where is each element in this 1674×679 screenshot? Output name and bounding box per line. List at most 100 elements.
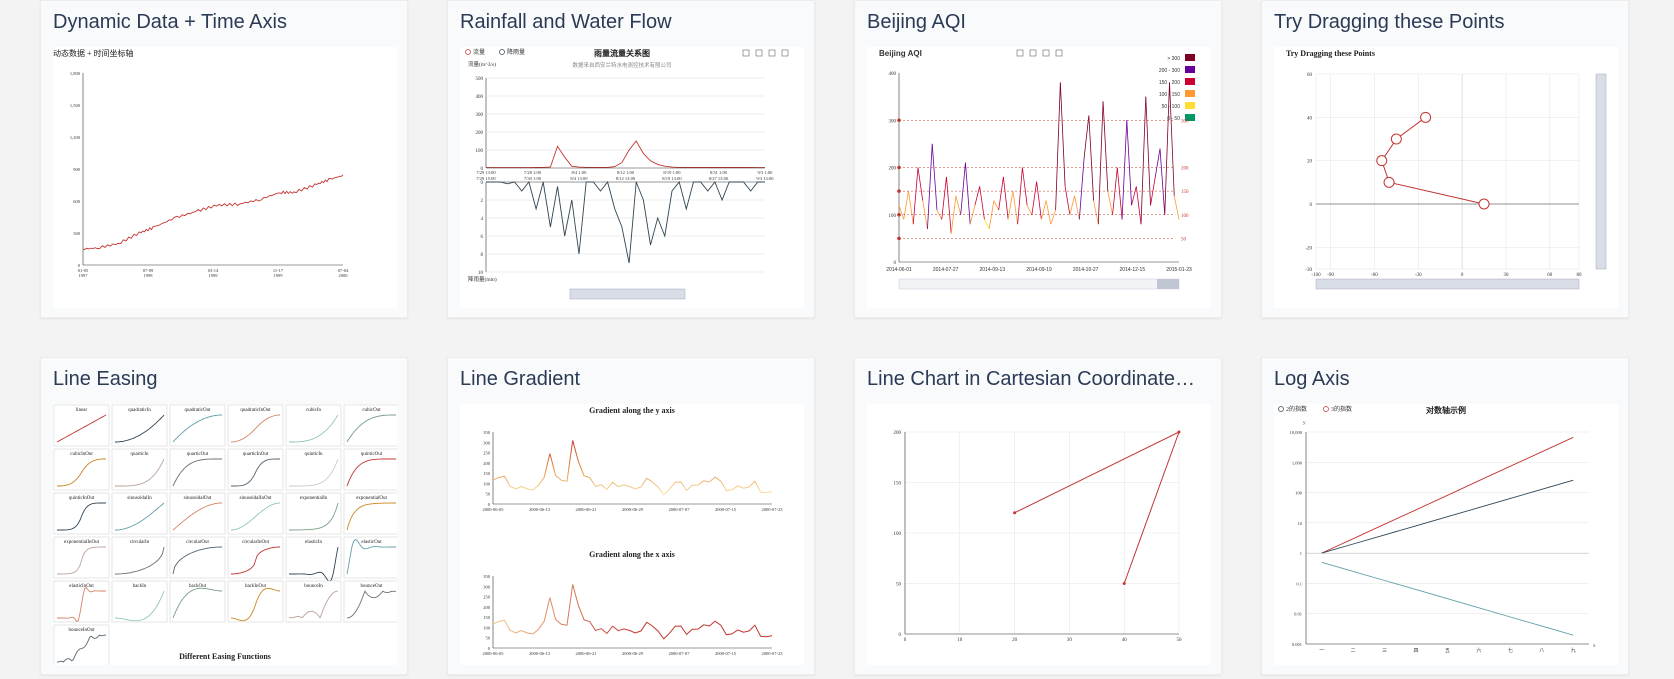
visualmap-swatch[interactable] (1185, 54, 1195, 61)
draggable-point[interactable] (1420, 111, 1432, 123)
easing-curve (115, 546, 165, 575)
x-tick-label: 2000-06-05 (483, 507, 505, 512)
easing-cell (343, 492, 397, 535)
card-title[interactable]: Try Dragging these Points (1274, 11, 1505, 33)
x-tick-label: 一 (1319, 649, 1324, 654)
easing-curve (115, 458, 165, 487)
x-tick-label: 2014-10-27 (1073, 267, 1099, 273)
y-tick-label: 150 (483, 615, 491, 620)
aqi-series-segment (946, 176, 952, 234)
draggable-point[interactable] (1383, 176, 1395, 188)
example-card-beijing-aqi[interactable]: Beijing AQI Beijing AQI > 300 200 - 300 150… (854, 0, 1222, 318)
easing-label: quarticIn (130, 452, 149, 457)
draggable-point[interactable] (1376, 155, 1388, 167)
toolbox-restore-icon[interactable] (768, 49, 776, 57)
easing-cell (285, 404, 342, 447)
datazoom-slider[interactable] (898, 278, 1180, 290)
toolbox-zoom-reset-icon[interactable] (1029, 49, 1037, 57)
x-tick-label: 2000 (339, 273, 349, 278)
example-card-dragging-points[interactable]: Try Dragging these Points Try Dragging t… (1261, 0, 1629, 318)
card-title[interactable]: Line Easing (53, 368, 158, 390)
datazoom-handle[interactable] (1157, 279, 1179, 289)
chart-thumbnail[interactable]: Gradient along the y axis 0 50 100 150 200 250… (460, 404, 804, 665)
chart-thumbnail[interactable]: linear quadraticIn quadraticOut quadraticIn… (53, 404, 397, 665)
x-tick-label: 03-14 (208, 268, 219, 273)
aqi-series-segment (1154, 148, 1161, 178)
toolbox-save-icon[interactable] (1055, 49, 1063, 57)
card-title[interactable]: Line Chart in Cartesian Coordinate Syste… (867, 368, 1197, 390)
series-line (82, 174, 344, 251)
example-card-line-gradient[interactable]: Line Gradient Gradient along the y axis 0… (447, 357, 815, 675)
chart-thumbnail[interactable]: 动态数据 + 时间坐标轴 0 300 600 900 1,200 1,500 1,800 01-… (53, 47, 397, 308)
x-tick-label: 0 (904, 638, 907, 643)
visualmap-swatch[interactable] (1185, 90, 1195, 97)
easing-label: quinticIn (304, 452, 323, 457)
aqi-series-segment (1107, 191, 1113, 215)
card-title[interactable]: Log Axis (1274, 368, 1350, 390)
toolbox-zoom-icon[interactable] (1016, 49, 1024, 57)
card-title[interactable]: Dynamic Data + Time Axis (53, 11, 287, 33)
draggable-point[interactable] (1390, 133, 1402, 145)
toolbox-zoom-icon[interactable] (742, 49, 750, 57)
x-tick-label: 8/19 13:00 (662, 176, 682, 181)
easing-label: circularInOut (242, 540, 270, 545)
card-title[interactable]: Beijing AQI (867, 11, 966, 33)
easing-label: sinusoidalIn (127, 496, 152, 501)
x-tick-label: 九 (1571, 647, 1576, 654)
x-tick-label: 60 (1547, 273, 1553, 278)
gradient-y-series-line (492, 440, 773, 496)
toolbox-restore-icon[interactable] (1042, 49, 1050, 57)
chart-title: Different Easing Functions (179, 652, 271, 661)
chart-thumbnail[interactable]: 流量 降雨量 雨量流量关系图 数据来自西安兰特水电测控技术有限公司 流量(m^3/s) 0… (460, 47, 804, 308)
visualmap-swatch[interactable] (1185, 78, 1195, 85)
aqi-series-segment (1059, 82, 1066, 187)
aqi-series-segment (1126, 120, 1132, 206)
series-line (1321, 479, 1574, 554)
easing-label: bounceIn (304, 584, 323, 589)
aqi-series-segment (1116, 167, 1123, 220)
x-tick-label: 80 (1577, 273, 1583, 278)
toolbox-zoom-reset-icon[interactable] (755, 49, 763, 57)
y-tick-label: 0.1 (1296, 581, 1302, 586)
easing-label: elasticInOut (69, 584, 94, 589)
example-card-log-axis[interactable]: Log Axis 2的指数 3的指数 对数轴示例 y x 0.001 0.01 0.1 1 10 1… (1261, 357, 1629, 675)
series-line (1014, 431, 1180, 584)
aqi-series-segment (1021, 167, 1028, 206)
toolbox-save-icon[interactable] (781, 49, 789, 57)
aqi-series-segment (1083, 115, 1090, 159)
draggable-point[interactable] (1478, 198, 1490, 210)
x-tick-label: 2000-06-21 (576, 507, 597, 512)
x-tick-label: 五 (1445, 648, 1450, 654)
aqi-series-segment (1135, 186, 1142, 225)
y-tick-label: 600 (73, 199, 81, 204)
legend-marker (1278, 406, 1284, 412)
example-card-cartesian[interactable]: Line Chart in Cartesian Coordinate Syste… (854, 357, 1222, 675)
datazoom-slider[interactable] (569, 288, 686, 300)
chart-subtitle: 数据来自西安兰特水电测控技术有限公司 (572, 61, 671, 69)
chart-thumbnail[interactable]: Try Dragging these Points -100 -90 -60 -30 0 3… (1274, 47, 1618, 308)
aqi-series-segment (1050, 209, 1056, 225)
easing-curve (115, 590, 165, 622)
chart-thumbnail[interactable]: 0 10 20 30 40 50 0 50 100 150 200 (867, 404, 1211, 665)
visualmap-swatch[interactable] (1185, 114, 1195, 121)
example-card-rainfall[interactable]: Rainfall and Water Flow 流量 降雨量 雨量流量关系图 数据来自… (447, 0, 815, 318)
card-title[interactable]: Rainfall and Water Flow (460, 11, 672, 33)
x-datazoom-slider[interactable] (1315, 278, 1580, 290)
easing-cell (227, 448, 284, 491)
visualmap-swatch[interactable] (1185, 102, 1195, 109)
x-tick-label: 2014-09-13 (980, 267, 1006, 273)
chart-thumbnail[interactable]: 2的指数 3的指数 对数轴示例 y x 0.001 0.01 0.1 1 10 100 1,000 10… (1274, 404, 1618, 665)
aqi-series-segment (1017, 167, 1023, 225)
aqi-series-segment (1140, 96, 1147, 225)
visualmap-swatch[interactable] (1185, 66, 1195, 73)
aqi-series-segment (927, 143, 933, 229)
example-card-line-easing[interactable]: Line Easing linear quadraticIn quadraticOu… (40, 357, 408, 675)
x-tick-label: 2000-07-15 (715, 507, 737, 512)
x-tick-label: 8/19 1:00 (663, 170, 681, 175)
x-tick-label: 2000-06-21 (576, 651, 597, 656)
card-title[interactable]: Line Gradient (460, 368, 581, 390)
example-card-dynamic-data[interactable]: Dynamic Data + Time Axis 动态数据 + 时间坐标轴 0 30… (40, 0, 408, 318)
y-datazoom-slider[interactable] (1595, 73, 1607, 270)
easing-curve (288, 590, 339, 619)
